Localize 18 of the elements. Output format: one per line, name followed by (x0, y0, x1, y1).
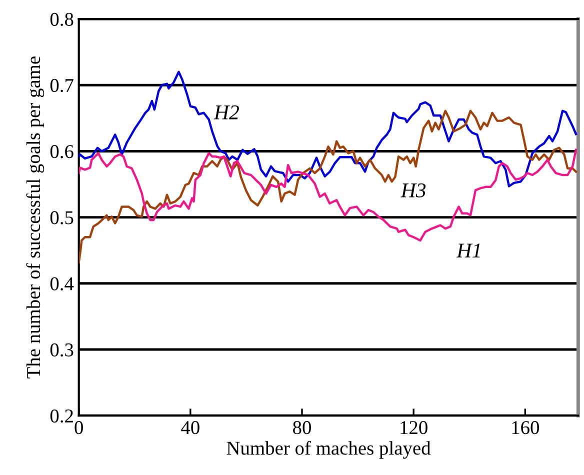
series-label: H3 (400, 183, 426, 198)
x-tick-label: 0 (74, 421, 83, 434)
x-tick-label: 40 (181, 421, 200, 434)
y-axis-title: The number of successful goals per game (26, 56, 44, 378)
x-axis-title: Number of maches played (226, 440, 431, 459)
line-series (78, 148, 578, 242)
y-tick-label: 0.3 (50, 343, 74, 357)
y-tick-label: 0.7 (50, 78, 74, 92)
y-tick-label: 0.6 (50, 145, 74, 158)
y-tick-label: 0.5 (50, 211, 74, 224)
series-label: H2 (214, 105, 239, 120)
x-tick-label: 80 (293, 421, 311, 434)
x-tick-label: 160 (512, 421, 539, 434)
series-label: H1 (456, 244, 480, 258)
y-tick-label: 0.4 (50, 277, 74, 290)
x-tick-label: 120 (400, 421, 428, 434)
y-tick-label: 0.2 (50, 409, 73, 423)
y-tick-label: 0.8 (50, 12, 74, 26)
